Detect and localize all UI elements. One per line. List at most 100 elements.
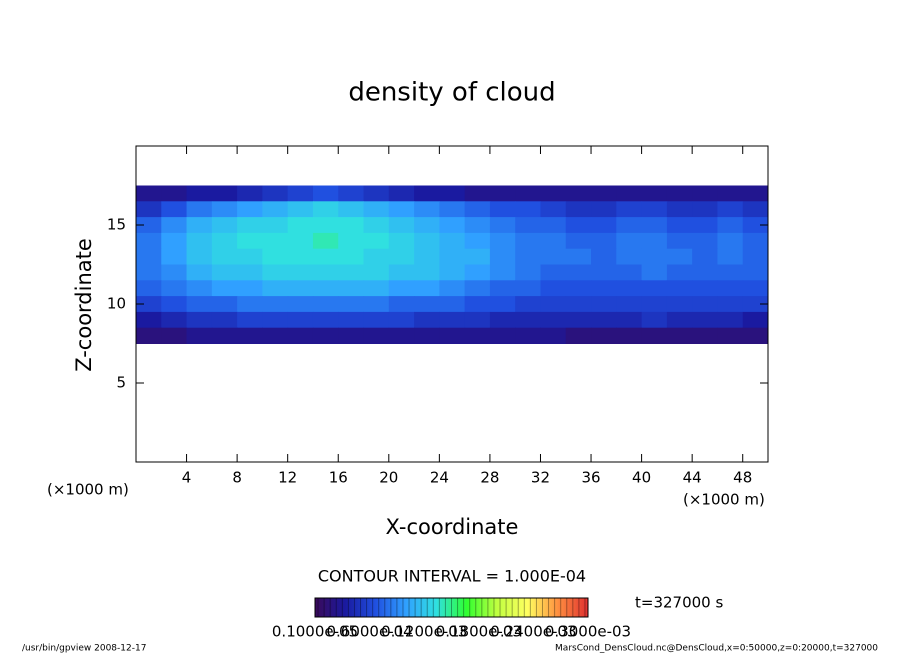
cell <box>692 201 718 218</box>
cell <box>464 296 491 313</box>
cell <box>692 217 718 234</box>
cell <box>540 232 567 250</box>
cell <box>211 185 238 202</box>
cell <box>363 327 390 344</box>
cell <box>565 185 592 202</box>
x-tick-label: 28 <box>480 469 499 487</box>
cell <box>312 201 339 218</box>
footer-right: MarsCond_DensCloud.nc@DensCloud,x=0:5000… <box>555 644 878 654</box>
footer-left: /usr/bin/gpview 2008-12-17 <box>22 644 146 654</box>
cell <box>211 217 238 234</box>
cell <box>616 264 643 281</box>
cell <box>540 264 567 281</box>
cell <box>742 264 769 281</box>
cell <box>515 217 541 234</box>
cell <box>414 217 440 234</box>
cell <box>312 311 339 329</box>
cell <box>312 264 339 281</box>
cell <box>439 280 466 297</box>
cell <box>136 248 162 265</box>
cell <box>717 296 744 313</box>
cell <box>666 201 693 218</box>
cell <box>211 248 238 265</box>
cell <box>666 248 693 265</box>
cell <box>338 280 365 297</box>
cell <box>565 248 592 265</box>
cell <box>515 264 541 281</box>
cell <box>666 280 693 297</box>
cell <box>414 201 440 218</box>
cell <box>414 296 440 313</box>
cell <box>489 280 516 297</box>
cell <box>464 280 491 297</box>
cell <box>312 232 339 250</box>
cell <box>641 280 668 297</box>
cell <box>591 311 617 329</box>
cell <box>540 248 567 265</box>
cell <box>489 232 516 250</box>
cell <box>641 185 668 202</box>
cell <box>287 185 314 202</box>
cell <box>312 280 339 297</box>
cell <box>388 280 415 297</box>
cell <box>363 185 390 202</box>
cell <box>161 280 188 297</box>
cell <box>338 296 365 313</box>
x-tick-label: 16 <box>329 469 348 487</box>
cell <box>237 248 263 265</box>
cell <box>565 327 592 344</box>
cell <box>262 311 289 329</box>
cell <box>464 311 491 329</box>
cell <box>489 296 516 313</box>
cell <box>464 248 491 265</box>
cell <box>136 201 162 218</box>
cell <box>616 248 643 265</box>
cell <box>489 201 516 218</box>
cell <box>312 296 339 313</box>
cell <box>338 248 365 265</box>
cell <box>363 217 390 234</box>
cell <box>666 311 693 329</box>
cell <box>489 327 516 344</box>
cell <box>692 232 718 250</box>
cell <box>161 311 188 329</box>
cell <box>388 201 415 218</box>
cell <box>565 280 592 297</box>
cell <box>211 296 238 313</box>
cell <box>616 185 643 202</box>
cell <box>692 311 718 329</box>
cell <box>388 217 415 234</box>
cell <box>136 311 162 329</box>
cell <box>591 248 617 265</box>
x-tick-label: 20 <box>379 469 398 487</box>
cell <box>616 327 643 344</box>
cell <box>742 201 769 218</box>
cell <box>186 280 213 297</box>
cell <box>641 232 668 250</box>
cell <box>338 217 365 234</box>
cell <box>515 248 541 265</box>
cell <box>312 217 339 234</box>
cell <box>136 217 162 234</box>
cell <box>262 280 289 297</box>
cell <box>338 311 365 329</box>
cell <box>186 327 213 344</box>
colorbar-label: 0.1200e-03 <box>381 623 467 641</box>
cell <box>211 327 238 344</box>
cell <box>616 311 643 329</box>
cell <box>414 185 440 202</box>
cell <box>439 217 466 234</box>
colorbar-label: 0.2400e-03 <box>490 623 576 641</box>
cell <box>287 232 314 250</box>
cell <box>262 296 289 313</box>
cell <box>414 248 440 265</box>
cell <box>439 185 466 202</box>
cell <box>464 217 491 234</box>
cell <box>540 296 567 313</box>
cell <box>186 264 213 281</box>
cell <box>717 280 744 297</box>
cell <box>363 232 390 250</box>
time-note: t=327000 s <box>635 594 723 612</box>
cell <box>641 217 668 234</box>
cell <box>136 232 162 250</box>
